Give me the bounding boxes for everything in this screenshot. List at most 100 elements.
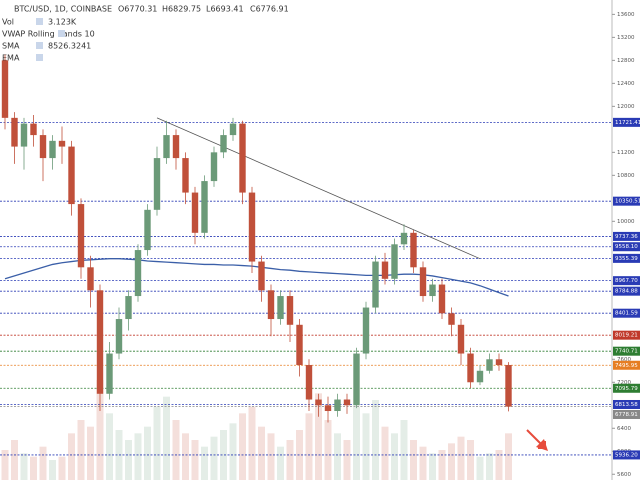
y-tick-label: 6400	[617, 426, 631, 432]
level-label: 5936.20	[615, 452, 638, 458]
volume-bar	[429, 453, 436, 480]
volume-bar	[277, 446, 284, 480]
candle-body	[353, 353, 360, 406]
volume-bar	[172, 420, 180, 480]
candle-body	[248, 192, 256, 262]
candle-body	[410, 232, 417, 268]
level-label-bg	[613, 409, 640, 419]
volume-bar	[210, 436, 218, 480]
candle-body	[58, 140, 66, 147]
level-label: 8401.59	[615, 311, 638, 317]
ohlc-open: O6770.31	[118, 5, 157, 14]
volume-bar	[448, 443, 455, 480]
volume-bar	[144, 426, 151, 480]
volume-bar	[334, 433, 341, 480]
y-tick-label: 13200	[617, 35, 635, 41]
volume-bar	[30, 456, 37, 480]
ohlc-high: H6829.75	[162, 5, 201, 14]
y-tick-label: 7600	[617, 357, 631, 363]
candle-body	[372, 261, 379, 308]
volume-bar	[58, 456, 66, 480]
volume-bar	[400, 420, 408, 480]
candle-body	[163, 135, 170, 159]
volume-bar	[134, 433, 142, 480]
level-label-bg	[613, 242, 640, 252]
level-label: 7495.95	[615, 363, 638, 369]
level-label: 7095.79	[615, 386, 638, 392]
candle-body	[191, 192, 199, 233]
candle-body	[134, 250, 142, 297]
level-label: 8967.70	[615, 278, 638, 284]
volume-bar	[39, 446, 47, 480]
level-label: 11721.41	[615, 120, 640, 126]
level-label-bg	[613, 196, 640, 206]
volume-bar	[457, 436, 465, 480]
candle-body	[220, 135, 227, 153]
candle-body	[486, 359, 493, 371]
level-label-bg	[613, 383, 640, 393]
candle-body	[476, 370, 484, 383]
candle-body	[30, 123, 37, 136]
volume-bar	[315, 393, 322, 480]
candle-body	[277, 296, 284, 320]
candle-body	[49, 140, 56, 159]
candle-body	[391, 244, 398, 279]
level-label: 9558.10	[615, 244, 638, 250]
candle-body	[115, 319, 123, 354]
volume-bar	[229, 423, 237, 480]
candle-body	[305, 365, 313, 400]
volume-bar	[438, 450, 446, 480]
volume-bar	[125, 440, 132, 480]
volume-bar	[343, 440, 351, 480]
candle-body	[172, 135, 180, 159]
level-label-bg	[613, 117, 640, 127]
candle-body	[419, 267, 427, 297]
volume-bar	[324, 420, 332, 480]
volume-bar	[495, 450, 503, 480]
y-tick-label: 11200	[617, 150, 635, 156]
candle-body	[1, 60, 9, 118]
volume-bar	[11, 440, 18, 480]
volume-bar	[410, 440, 417, 480]
candle-body	[505, 365, 512, 407]
candle-body	[96, 290, 104, 394]
candle-body	[201, 181, 208, 233]
volume-bar	[106, 413, 113, 480]
ohlc-close: C6776.91	[250, 5, 289, 14]
indicator-toggle[interactable]	[58, 30, 65, 37]
indicator-name: VWAP Rolling Bands 10	[2, 30, 95, 39]
candle-body	[106, 353, 113, 394]
ohlc-low: L6693.41	[206, 5, 244, 14]
candle-body	[77, 204, 85, 268]
candle-body	[448, 313, 455, 325]
candle-body	[381, 261, 389, 279]
candle-body	[229, 123, 237, 136]
candle-body	[315, 399, 322, 406]
level-label: 9737.36	[615, 234, 638, 240]
volume-bar	[362, 413, 370, 480]
volume-bar	[96, 380, 104, 480]
candle-body	[400, 232, 408, 245]
indicator-toggle[interactable]	[36, 54, 43, 61]
level-label: 7740.71	[615, 349, 638, 355]
candle-body	[324, 405, 332, 412]
volume-bar	[20, 453, 28, 480]
indicator-toggle[interactable]	[36, 18, 43, 25]
candle-body	[144, 209, 151, 251]
candle-body	[457, 324, 465, 354]
volume-bar	[286, 440, 294, 480]
y-tick-label: 12400	[617, 81, 635, 87]
y-tick-label: 5600	[617, 472, 631, 478]
level-label: 8784.88	[615, 289, 638, 295]
volume-bar	[476, 456, 484, 480]
indicator-toggle[interactable]	[36, 42, 43, 49]
level-label-bg	[613, 360, 640, 370]
y-tick-label: 12800	[617, 58, 635, 64]
level-label-bg	[613, 231, 640, 241]
volume-bar	[68, 433, 75, 480]
volume-bar	[372, 400, 379, 480]
candle-body	[467, 353, 474, 383]
indicator-name: Vol	[2, 18, 14, 27]
y-tick-label: 7200	[617, 380, 631, 386]
